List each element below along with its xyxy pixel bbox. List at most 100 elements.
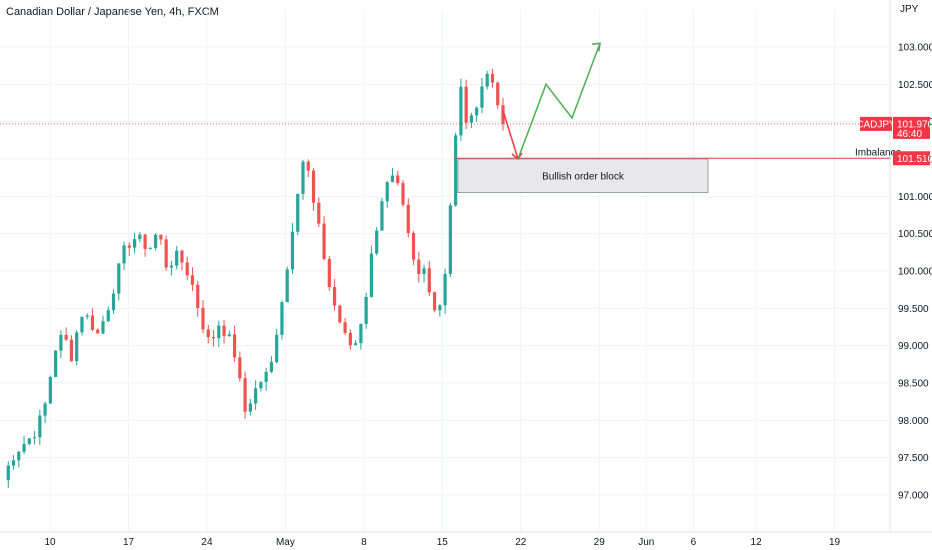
- candle-body: [280, 302, 284, 335]
- candle-body: [206, 329, 210, 338]
- candle-body: [348, 332, 352, 346]
- candle-body: [159, 234, 163, 240]
- imbalance-price-label: 101.510: [897, 154, 932, 165]
- y-tick-label: 97.000: [898, 491, 929, 502]
- candle-body: [259, 381, 263, 389]
- candle-body: [296, 193, 300, 232]
- chart-title: Canadian Dollar / Japanese Yen, 4h, FXCM: [6, 6, 219, 18]
- candle-body: [38, 415, 42, 438]
- y-tick-label: 100.500: [898, 229, 932, 240]
- candle-body: [127, 245, 131, 248]
- x-tick-label: 15: [437, 537, 449, 548]
- y-tick-label: 102.500: [898, 80, 932, 91]
- x-tick-label: 17: [123, 537, 135, 548]
- candle-body: [80, 316, 84, 333]
- candle-body: [232, 334, 237, 358]
- candle-body: [211, 337, 216, 339]
- candle-body: [438, 305, 442, 311]
- candle-body: [175, 250, 179, 266]
- candle-body: [180, 250, 184, 263]
- green-arrow-head: [591, 42, 601, 52]
- candle-body: [285, 269, 289, 303]
- candle-body: [496, 82, 500, 106]
- candle-body: [222, 325, 226, 337]
- candle-body: [322, 223, 326, 259]
- x-tick-label: May: [276, 537, 295, 548]
- candle-body: [217, 325, 221, 339]
- candle-body: [375, 230, 379, 254]
- countdown-label: 46:40: [897, 129, 922, 140]
- candle-body: [327, 258, 331, 288]
- candle-body: [32, 437, 37, 439]
- candle-body: [264, 371, 268, 382]
- x-tick-label: 12: [751, 537, 763, 548]
- candle-body: [301, 161, 305, 194]
- candle-body: [185, 262, 189, 276]
- imbalance-price-box: [893, 151, 930, 166]
- candle-body: [54, 350, 58, 378]
- candle-body: [27, 438, 31, 444]
- y-tick-label: 99.500: [898, 304, 929, 315]
- x-tick-label: 24: [201, 537, 213, 548]
- candle-body: [85, 315, 89, 317]
- candle-body: [48, 377, 52, 404]
- candle-body: [96, 329, 100, 334]
- candle-body: [132, 239, 137, 248]
- order-block-label: Bullish order block: [542, 171, 625, 182]
- candle-body: [338, 305, 342, 323]
- candle-body: [117, 263, 121, 294]
- candle-body: [311, 170, 316, 203]
- candle-body: [143, 234, 147, 249]
- candle-body: [427, 268, 431, 293]
- candle-body: [254, 388, 258, 404]
- candle-body: [380, 201, 384, 231]
- y-tick-label: 99.000: [898, 341, 929, 352]
- candle-body: [111, 293, 116, 311]
- candle-body: [90, 315, 95, 330]
- candle-body: [138, 234, 142, 240]
- candle-body: [485, 73, 489, 87]
- candle-body: [469, 115, 474, 123]
- candle-body: [243, 378, 247, 412]
- candle-body: [306, 161, 310, 171]
- y-tick-label: 97.500: [898, 453, 929, 464]
- green-projection-arrow: [517, 43, 601, 160]
- candle-body: [396, 175, 400, 184]
- candle-body: [64, 334, 68, 340]
- imbalance-label: Imbalance: [855, 147, 902, 158]
- candle-body: [406, 204, 410, 233]
- candle-body: [359, 323, 363, 344]
- candle-body: [343, 322, 347, 333]
- candle-body: [432, 292, 437, 311]
- price-label: 101.970: [897, 119, 932, 130]
- candle-body: [275, 334, 279, 363]
- red-projection-arrow: [502, 110, 519, 160]
- candle-body: [75, 332, 79, 362]
- order-block-box: [457, 158, 709, 193]
- candle-body: [354, 343, 358, 346]
- candle-body: [164, 239, 168, 268]
- candle-body: [169, 265, 174, 268]
- candle-body: [6, 465, 10, 481]
- x-tick-label: Jun: [638, 537, 654, 548]
- candle-body: [22, 443, 26, 452]
- candle-body: [364, 296, 368, 324]
- candle-body: [454, 135, 458, 206]
- candle-body: [154, 234, 158, 248]
- candle-body: [490, 73, 495, 83]
- candle-body: [390, 175, 395, 183]
- candle-body: [501, 105, 505, 124]
- candle-body: [443, 273, 447, 306]
- candle-body: [43, 403, 47, 416]
- candle-body: [122, 245, 126, 264]
- candle-body: [464, 86, 468, 123]
- candle-body: [290, 231, 295, 270]
- x-tick-label: 10: [45, 537, 57, 548]
- candle-body: [417, 259, 421, 274]
- candle-body: [17, 451, 21, 461]
- candle-body: [269, 362, 274, 372]
- symbol-label: CADJPY: [856, 119, 896, 130]
- y-tick-label: 100.000: [898, 267, 932, 278]
- candle-body: [201, 308, 205, 330]
